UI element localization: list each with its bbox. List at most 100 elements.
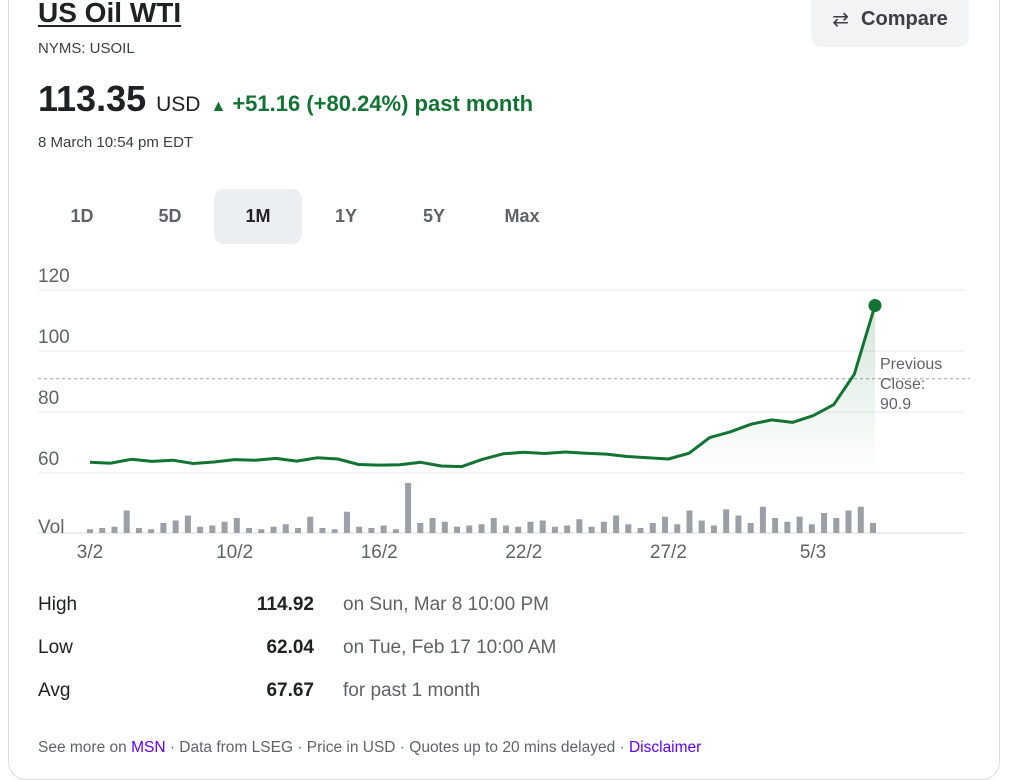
previous-close-label: Previous [880,356,942,373]
y-tick-label: 80 [38,388,59,409]
disclaimer-link[interactable]: Disclaimer [628,739,702,756]
x-tick-label: 5/3 [800,542,826,563]
volume-bar [331,529,338,533]
volume-bar [197,526,204,533]
volume-bar [796,516,803,533]
stat-value: 67.67 [266,680,314,701]
tab-max[interactable]: Max [504,206,540,226]
volume-bar [551,526,558,533]
compare-button[interactable]: ⇄ Compare [811,0,969,47]
volume-bar [368,528,375,533]
stat-value: 114.92 [256,594,314,615]
volume-bar [172,520,179,533]
volume-bar [502,525,509,533]
tab-1d[interactable]: 1D [70,206,94,226]
x-tick-label: 10/2 [216,542,253,563]
price-row: 113.35 USD ▲ +51.16 (+80.24%) past month [38,78,533,120]
last-price-dot [868,298,882,312]
volume-bar [723,509,730,533]
price-area [647,305,875,473]
volume-bar [343,511,350,533]
volume-bar [99,528,106,533]
volume-bar [478,524,485,533]
volume-bar [845,510,852,533]
x-tick-label: 27/2 [650,542,687,563]
tab-5y[interactable]: 5Y [422,206,446,226]
volume-bar [833,518,840,533]
stat-label: High [38,594,78,615]
stat-value: 62.04 [266,637,314,658]
volume-bar [87,529,93,533]
x-tick-label: 16/2 [361,542,398,563]
change-text: +51.16 (+80.24%) past month [232,91,534,116]
x-tick-label: 3/2 [77,542,103,563]
tab-5d[interactable]: 5D [158,206,182,226]
volume-bar [209,525,216,533]
volume-label: Vol [38,517,64,538]
volume-bar [490,518,497,533]
currency: USD [156,93,201,116]
volume-bar [233,518,240,533]
volume-bar [637,528,644,533]
range-tabs: 1D 5D 1M 1Y 5Y Max [38,189,566,244]
y-tick-label: 100 [38,327,70,348]
volume-bar [111,526,118,533]
volume-bar [588,526,595,533]
volume-bar [380,525,387,533]
volume-bar [135,528,142,533]
stat-note: on Tue, Feb 17 10:00 AM [343,637,557,658]
volume-bar [735,515,742,533]
footer-prefix: See more on [38,739,132,756]
swap-arrows-icon: ⇄ [832,9,850,31]
previous-close-label: 90.9 [880,396,911,413]
volume-bar [649,523,656,533]
instrument-title[interactable]: US Oil WTI [38,0,182,28]
volume-bar [821,513,828,533]
volume-bar [184,515,191,533]
volume-bar [429,518,436,533]
msn-link[interactable]: MSN [131,739,166,756]
current-price: 113.35 [38,78,147,119]
volume-bar [405,483,412,533]
volume-bar [698,520,705,533]
volume-bar [539,520,546,533]
volume-bar [857,506,864,533]
volume-bar [160,523,167,533]
volume-bar [662,516,669,533]
volume-bar [258,529,265,533]
up-arrow-icon: ▲ [210,98,227,115]
compare-label: Compare [861,8,948,30]
volume-bar [808,524,815,533]
ticker-symbol: NYMS: USOIL [38,40,135,57]
volume-bar [515,526,522,533]
volume-bar [319,528,326,533]
volume-bar [417,523,424,533]
volume-bar [454,526,461,533]
stat-high: High 114.92 on Sun, Mar 8 10:00 PM [38,590,549,620]
volume-bar [307,516,314,533]
volume-bar [600,521,607,533]
footer-text: · Data from LSEG · Price in USD · Quotes… [165,739,629,756]
volume-bar [221,521,228,533]
volume-bar [625,524,632,533]
volume-bar [576,519,583,533]
price-chart[interactable]: 60 80 100 120 Vol 3/2 10/2 16/2 22/2 27/2 5/3 Prev… [0,255,1000,570]
volume-bar [747,523,754,533]
volume-bar [441,521,448,533]
volume-bar [710,525,717,533]
volume-bar [270,526,277,533]
volume-bar [246,528,253,533]
volume-bar [870,523,876,533]
price-change: ▲ +51.16 (+80.24%) past month [210,91,533,117]
y-tick-label: 120 [38,266,70,287]
volume-bar [772,518,779,533]
volume-bar [392,529,399,533]
tab-1y[interactable]: 1Y [334,206,358,226]
volume-bar [123,510,130,533]
volume-bar [784,521,791,533]
stat-avg: Avg 67.67 for past 1 month [38,676,480,706]
stat-note: on Sun, Mar 8 10:00 PM [343,594,549,615]
price-line [89,305,877,469]
tab-1m[interactable]: 1M [214,189,302,244]
stat-label: Low [38,637,73,658]
